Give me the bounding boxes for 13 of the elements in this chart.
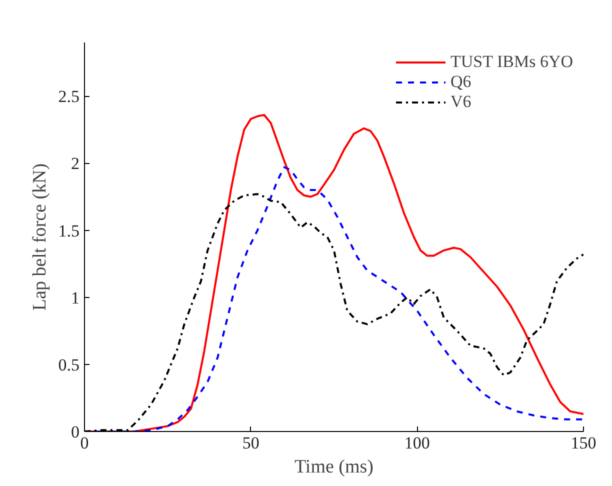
x-axis-title: Time (ms) (294, 456, 374, 478)
legend-label: TUST IBMs 6YO (450, 52, 573, 72)
legend-label: Q6 (450, 72, 472, 92)
y-tick-label: 1 (71, 288, 80, 308)
y-axis-title: Lap belt force (kN) (29, 163, 50, 311)
y-tick-label: 1.5 (58, 221, 80, 240)
legend-label: V6 (450, 92, 472, 112)
y-tick-label: 2.5 (58, 87, 80, 106)
x-tick-label: 50 (242, 434, 260, 452)
x-tick-label: 100 (404, 434, 430, 452)
y-tick-label: 2 (71, 154, 80, 174)
y-tick-label: 0.5 (58, 355, 80, 374)
x-tick-label: 150 (570, 434, 596, 452)
